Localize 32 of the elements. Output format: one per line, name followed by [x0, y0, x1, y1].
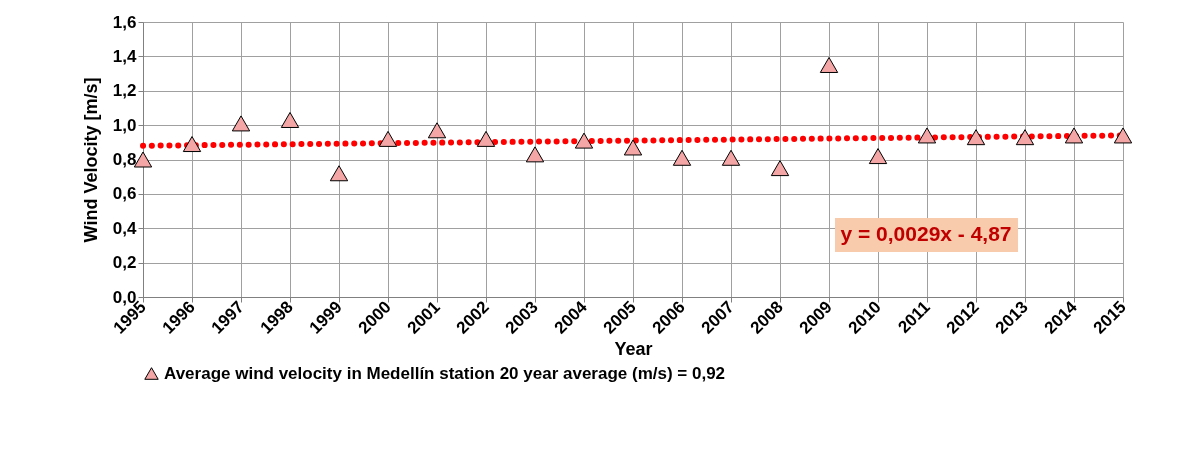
point: [819, 56, 839, 73]
point: [868, 148, 888, 165]
y-tick-label: 0,6: [112, 184, 137, 204]
y-tick-label: 0,2: [112, 253, 137, 273]
point: [182, 136, 202, 153]
point: [917, 127, 937, 144]
x-axis-title: Year: [614, 338, 653, 359]
point: [966, 129, 986, 146]
point: [770, 160, 790, 177]
point: [1015, 129, 1035, 146]
point: [672, 149, 692, 166]
point: [1113, 127, 1133, 144]
point: [280, 111, 300, 128]
y-tick-label: 1,2: [112, 81, 137, 101]
y-axis-title: Wind Velocity [m/s]: [80, 77, 101, 243]
point: [721, 149, 741, 166]
y-tick-label: 1,0: [112, 115, 137, 135]
point: [623, 139, 643, 156]
point: [1064, 127, 1084, 144]
point: [574, 132, 594, 149]
point: [378, 130, 398, 147]
y-tick-label: 0,8: [112, 150, 137, 169]
legend-label: Average wind velocity in Medellín station 20 year average (m/s) = 0,92: [164, 363, 726, 383]
y-tick-label: 1,6: [112, 12, 137, 32]
point: [329, 165, 349, 182]
y-tick-label: 1,4: [112, 46, 138, 66]
annotation: y = 0,0029x - 4,87: [840, 222, 1012, 245]
point: [427, 122, 447, 139]
point: [525, 146, 545, 163]
point: [476, 130, 496, 147]
y-tick-label: 0,4: [112, 218, 138, 238]
point: [231, 115, 251, 132]
